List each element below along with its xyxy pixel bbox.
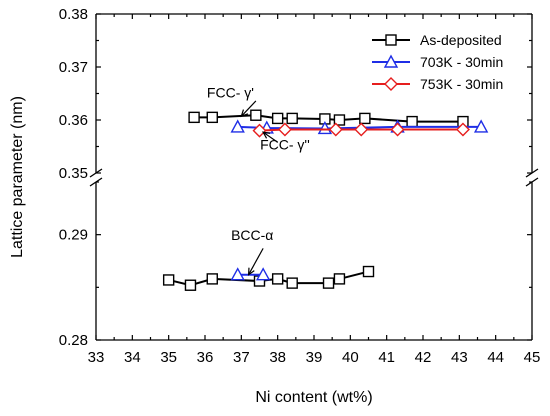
y-tick-label: 0.28: [59, 332, 88, 349]
y-tick-label: 0.38: [59, 6, 88, 23]
series-diamond: [252, 122, 470, 138]
x-tick-label: 42: [415, 349, 432, 366]
legend-marker: [385, 34, 397, 46]
annotation-arrow: [240, 100, 257, 117]
axis-ticks: 33 34 35 36 37 38 39 40 41 42 43 44 45 0.35 0.36 0.37 0.…: [59, 6, 541, 366]
annotation-arrow: [262, 131, 279, 143]
data-point: [286, 112, 298, 125]
x-tick-label: 33: [88, 349, 105, 366]
x-tick-label: 45: [524, 349, 541, 366]
data-point: [455, 122, 470, 137]
legend: As-deposited 703K - 30min 753K - 30min: [372, 32, 503, 92]
data-point: [252, 123, 267, 138]
annotation-label: FCC- γ': [207, 85, 254, 101]
annotation-label: FCC- γ'': [260, 137, 310, 153]
data-point: [188, 111, 200, 124]
x-tick-label: 38: [269, 349, 286, 366]
data-point: [206, 273, 218, 285]
legend-label: 703K - 30min: [420, 54, 503, 70]
data-point: [390, 122, 405, 137]
data-point: [184, 279, 197, 291]
x-tick-label: 36: [197, 349, 214, 366]
data-series: [162, 109, 489, 291]
y-tick-label: 0.29: [59, 227, 88, 244]
data-point: [322, 277, 335, 289]
series-square: [162, 109, 469, 291]
annotation-arrowhead: [240, 109, 249, 118]
data-point: [473, 119, 489, 133]
data-point: [328, 122, 343, 137]
x-tick-label: 40: [342, 349, 359, 366]
data-point: [362, 265, 375, 278]
y-tick-label: 0.37: [59, 59, 88, 76]
annotation-label: BCC-α: [231, 227, 273, 243]
x-tick-label: 43: [451, 349, 468, 366]
legend-marker: [383, 54, 399, 68]
data-point: [230, 267, 245, 281]
data-point: [317, 121, 333, 135]
x-axis-title: Ni content (wt%): [255, 389, 372, 406]
data-point: [271, 112, 284, 125]
data-point: [230, 119, 245, 133]
y-axis-title: Lattice parameter (nm): [9, 96, 26, 258]
series-line: [194, 114, 463, 123]
x-tick-label: 37: [233, 349, 250, 366]
legend-entry: 753K - 30min: [372, 76, 503, 92]
data-point: [406, 115, 418, 128]
x-tick-label: 44: [487, 349, 504, 366]
y-tick-label: 0.36: [59, 112, 88, 129]
data-point: [286, 277, 298, 289]
annotations: FCC- γ' FCC- γ'' BCC-α: [207, 85, 310, 276]
data-point: [333, 114, 346, 126]
x-tick-label: 34: [124, 349, 141, 366]
data-point: [206, 111, 218, 124]
annotation-arrowhead: [247, 267, 255, 276]
data-point: [162, 274, 175, 286]
annotation-arrow: [248, 248, 264, 275]
legend-entry: As-deposited: [372, 32, 502, 48]
legend-label: 753K - 30min: [420, 76, 503, 92]
legend-marker: [384, 77, 398, 91]
annotation-arrowhead: [261, 131, 271, 139]
legend-label: As-deposited: [420, 32, 502, 48]
x-tick-label: 39: [306, 349, 323, 366]
data-point: [333, 273, 346, 285]
data-point: [354, 122, 369, 137]
data-point: [277, 122, 292, 137]
data-point: [359, 112, 371, 125]
x-tick-label: 35: [160, 349, 177, 366]
x-tick-label: 41: [378, 349, 395, 366]
data-point: [271, 273, 284, 285]
legend-entry: 703K - 30min: [372, 54, 503, 70]
y-tick-label: 0.35: [59, 165, 88, 182]
data-point: [250, 109, 262, 121]
data-point: [255, 267, 271, 281]
